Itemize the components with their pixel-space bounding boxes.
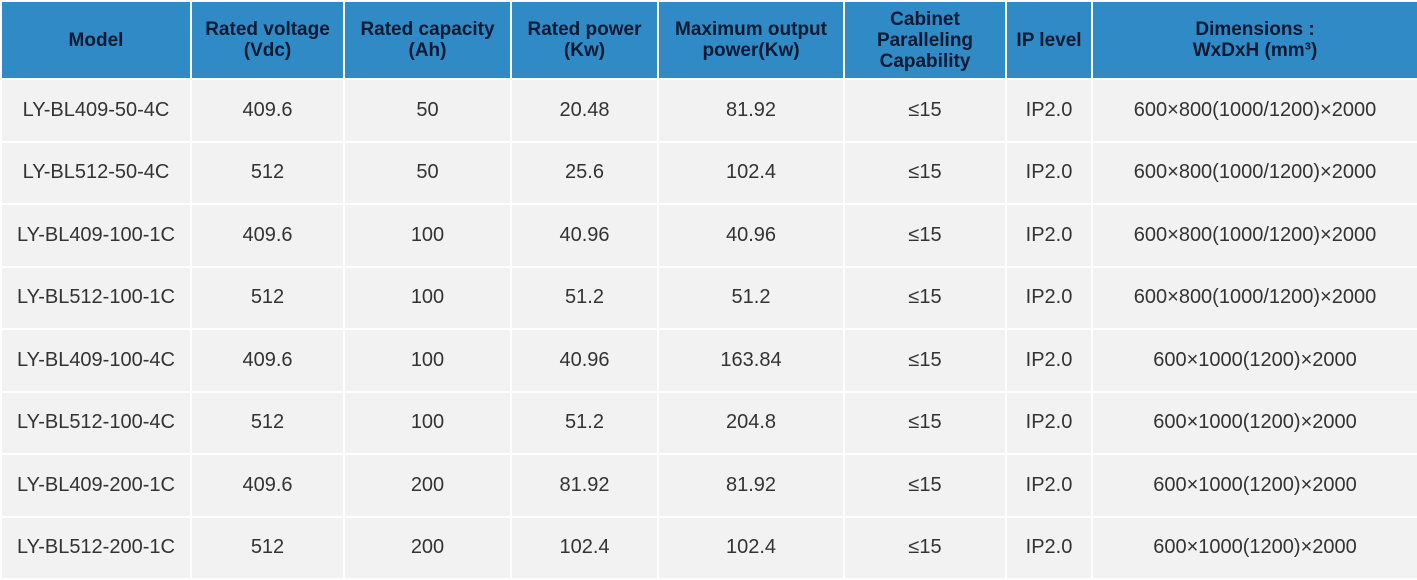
table-cell: 600×1000(1200)×2000: [1091, 328, 1417, 393]
table-cell: 51.2: [657, 265, 845, 330]
table-row: LY-BL512-50-4C 512 50 25.6 102.4 ≤15 IP2.0 600×…: [0, 140, 1417, 205]
table-cell: 20.48: [510, 78, 659, 143]
table-cell: 600×800(1000/1200)×2000: [1091, 78, 1417, 143]
table-row: LY-BL512-100-1C 512 100 51.2 51.2 ≤15 IP2.0 600…: [0, 265, 1417, 330]
table-cell: 102.4: [657, 515, 845, 580]
table-cell: 40.96: [510, 203, 659, 268]
header-cell: Model: [0, 0, 192, 80]
table-cell: IP2.0: [1005, 515, 1093, 580]
table-cell: IP2.0: [1005, 203, 1093, 268]
table-cell: ≤15: [843, 78, 1007, 143]
table-cell: ≤15: [843, 453, 1007, 518]
table-cell: 100: [343, 265, 512, 330]
header-text: WxDxH (mm³): [1192, 40, 1318, 61]
table-body: LY-BL409-50-4C 409.6 50 20.48 81.92 ≤15 IP2.0 6…: [0, 78, 1417, 580]
table-cell: 600×800(1000/1200)×2000: [1091, 140, 1417, 205]
table-row: LY-BL409-200-1C 409.6 200 81.92 81.92 ≤15 IP2.…: [0, 453, 1417, 518]
header-text: power(Kw): [702, 40, 800, 61]
header-text: (Vdc): [243, 40, 292, 61]
table-cell: 40.96: [510, 328, 659, 393]
table-cell: 81.92: [657, 453, 845, 518]
table-cell: LY-BL512-200-1C: [0, 515, 192, 580]
header-text: Model: [68, 29, 124, 51]
header-text: (Kw): [563, 40, 606, 61]
table-row: LY-BL409-50-4C 409.6 50 20.48 81.92 ≤15 IP2.0 6…: [0, 78, 1417, 143]
table-cell: 600×1000(1200)×2000: [1091, 453, 1417, 518]
table-cell: ≤15: [843, 390, 1007, 455]
table-row: LY-BL409-100-4C 409.6 100 40.96 163.84 ≤15 IP2…: [0, 328, 1417, 393]
header-cell: Rated voltage (Vdc): [190, 0, 345, 80]
table-cell: 100: [343, 203, 512, 268]
table-cell: 102.4: [510, 515, 659, 580]
header-cell: Maximum output power(Kw): [657, 0, 845, 80]
table-cell: 512: [190, 140, 345, 205]
table-cell: 409.6: [190, 328, 345, 393]
header-text: Capability: [879, 50, 971, 72]
table-cell: LY-BL409-200-1C: [0, 453, 192, 518]
table-cell: 81.92: [510, 453, 659, 518]
table-cell: ≤15: [843, 328, 1007, 393]
header-text: Rated power: [527, 19, 642, 40]
table-cell: 81.92: [657, 78, 845, 143]
table-cell: 409.6: [190, 78, 345, 143]
table-cell: 25.6: [510, 140, 659, 205]
header-text: Cabinet: [890, 8, 960, 30]
header-cell: Rated power (Kw): [510, 0, 659, 80]
table-cell: IP2.0: [1005, 78, 1093, 143]
table-cell: ≤15: [843, 265, 1007, 330]
table-cell: ≤15: [843, 140, 1007, 205]
table-cell: LY-BL512-100-1C: [0, 265, 192, 330]
header-text: Maximum output: [675, 19, 827, 40]
table-cell: ≤15: [843, 515, 1007, 580]
table-cell: IP2.0: [1005, 328, 1093, 393]
header-cell: IP level: [1005, 0, 1093, 80]
header-text: Rated voltage: [205, 19, 330, 40]
header-text: (Ah): [408, 40, 447, 61]
table-cell: 600×1000(1200)×2000: [1091, 515, 1417, 580]
table-cell: 100: [343, 390, 512, 455]
table-cell: 200: [343, 515, 512, 580]
table-cell: 200: [343, 453, 512, 518]
table-cell: IP2.0: [1005, 453, 1093, 518]
table-row: LY-BL512-100-4C 512 100 51.2 204.8 ≤15 IP2.0 60…: [0, 390, 1417, 455]
table-cell: 600×1000(1200)×2000: [1091, 390, 1417, 455]
table-cell: IP2.0: [1005, 140, 1093, 205]
table-cell: LY-BL512-50-4C: [0, 140, 192, 205]
table-cell: 50: [343, 78, 512, 143]
table-cell: 50: [343, 140, 512, 205]
table-cell: 100: [343, 328, 512, 393]
table-cell: 512: [190, 265, 345, 330]
table-cell: 51.2: [510, 265, 659, 330]
table-cell: 102.4: [657, 140, 845, 205]
table-cell: 40.96: [657, 203, 845, 268]
table-cell: 600×800(1000/1200)×2000: [1091, 265, 1417, 330]
table-cell: 600×800(1000/1200)×2000: [1091, 203, 1417, 268]
header-cell: Dimensions : WxDxH (mm³): [1091, 0, 1417, 80]
table-cell: 204.8: [657, 390, 845, 455]
header-cell: Rated capacity (Ah): [343, 0, 512, 80]
table-cell: 512: [190, 515, 345, 580]
table-cell: 163.84: [657, 328, 845, 393]
table-cell: IP2.0: [1005, 265, 1093, 330]
header-text: Dimensions :: [1195, 19, 1315, 40]
table-cell: LY-BL409-100-4C: [0, 328, 192, 393]
table-cell: IP2.0: [1005, 390, 1093, 455]
table-cell: 409.6: [190, 203, 345, 268]
table-cell: 409.6: [190, 453, 345, 518]
table-cell: LY-BL409-50-4C: [0, 78, 192, 143]
table-row: LY-BL512-200-1C 512 200 102.4 102.4 ≤15 IP2.0 6…: [0, 515, 1417, 580]
table-row: LY-BL409-100-1C 409.6 100 40.96 40.96 ≤15 IP2.…: [0, 203, 1417, 268]
table-cell: 512: [190, 390, 345, 455]
table-cell: ≤15: [843, 203, 1007, 268]
header-row: Model Rated voltage (Vdc) Rated capacity (Ah…: [0, 0, 1417, 80]
table-cell: LY-BL409-100-1C: [0, 203, 192, 268]
header-cell: Cabinet Paralleling Capability: [843, 0, 1007, 80]
header-text: Rated capacity: [360, 19, 495, 40]
header-text: Paralleling: [876, 29, 974, 51]
table-cell: LY-BL512-100-4C: [0, 390, 192, 455]
table-cell: 51.2: [510, 390, 659, 455]
header-text: IP level: [1016, 29, 1082, 51]
